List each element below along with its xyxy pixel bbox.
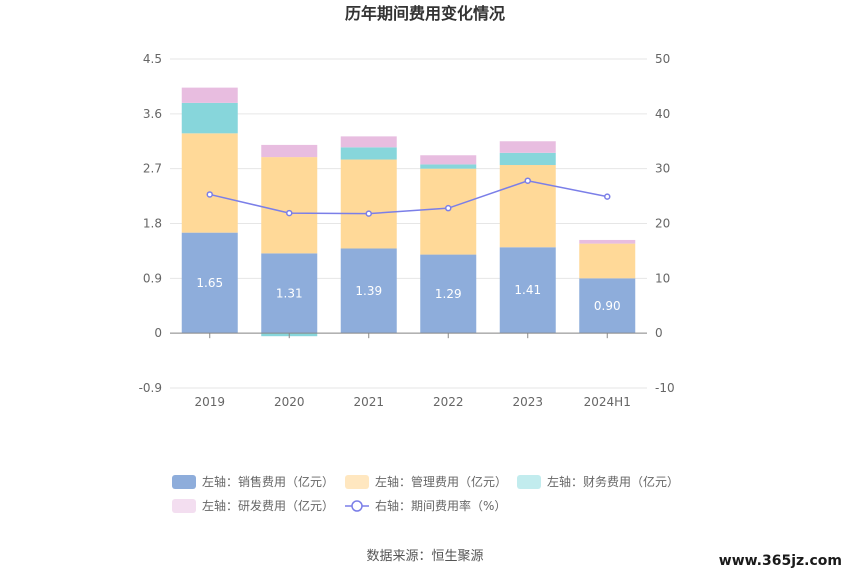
rate-point [365, 210, 372, 217]
right-axis-tick-label: -10 [655, 381, 675, 395]
x-tick-label: 2020 [274, 395, 305, 409]
right-axis-tick-label: 40 [655, 107, 670, 121]
legend-swatch [517, 475, 541, 489]
rate-point [206, 191, 213, 198]
bar-segment [499, 247, 556, 334]
bar-segment [579, 278, 636, 334]
grid-lines [170, 58, 647, 389]
x-tick-label: 2023 [512, 395, 543, 409]
bar-segment [261, 253, 318, 334]
bar-segment [181, 232, 238, 334]
bar-segment [340, 159, 397, 249]
legend-marker [351, 500, 363, 512]
legend-label: 左轴：研发费用（亿元） [202, 498, 334, 513]
bar-segment [420, 168, 477, 255]
legend-swatch [345, 475, 369, 489]
bar-segment [420, 164, 477, 169]
bars-layer: 1.65 1.31 1.39 1.29 1.41 0.90 [181, 87, 636, 337]
rate-point [604, 193, 611, 200]
bar-segment [261, 144, 318, 158]
bar-segment [340, 248, 397, 334]
bar-segment [181, 102, 238, 134]
legend-swatch [172, 499, 196, 513]
bar-data-label: 1.41 [514, 283, 541, 297]
bar-segment [579, 239, 636, 244]
x-tick-label: 2019 [194, 395, 225, 409]
right-axis-tick-label: 30 [655, 162, 670, 176]
legend-label: 左轴：财务费用（亿元） [547, 474, 679, 489]
rate-point [286, 209, 293, 217]
right-axis-tick-label: 50 [655, 52, 670, 66]
bar-data-label: 0.90 [594, 299, 621, 313]
bar-data-label: 1.29 [435, 287, 462, 301]
left-axis-tick-label: 2.7 [143, 162, 162, 176]
rate-point [524, 177, 531, 184]
bar-segment [181, 87, 238, 103]
rate-point [445, 204, 452, 212]
right-axis-tick-label: 20 [655, 217, 670, 231]
left-axis-tick-label: 0.9 [143, 271, 162, 285]
bar-segment [420, 155, 477, 165]
watermark: www.365jz.com [719, 553, 842, 569]
bar-segment [340, 147, 397, 160]
x-tick-label: 2024H1 [584, 395, 631, 409]
rate-line-layer [206, 177, 611, 217]
legend-swatch [172, 475, 196, 489]
bar-segment [499, 165, 556, 248]
bar-segment [499, 141, 556, 153]
bar-segment [579, 243, 636, 279]
bar-segment [340, 136, 397, 148]
bar-data-label: 1.39 [355, 284, 382, 298]
bar-segment [420, 254, 477, 334]
right-axis-tick-label: 10 [655, 271, 670, 285]
legend-label: 左轴：管理费用（亿元） [375, 474, 507, 489]
bar-data-label: 1.31 [276, 286, 303, 300]
legend: 左轴：销售费用（亿元） 左轴：管理费用（亿元） 左轴：财务费用（亿元） 左轴：研发费用… [172, 474, 679, 513]
bar-segment [181, 133, 238, 233]
legend-label: 右轴：期间费用率（%） [375, 498, 506, 513]
bar-segment [499, 152, 556, 166]
source-note: 数据来源：恒生聚源 [366, 549, 483, 564]
left-axis-tick-label: 4.5 [143, 52, 162, 66]
right-axis-tick-label: 0 [655, 326, 663, 340]
left-axis-tick-label: 1.8 [143, 217, 162, 231]
legend-label: 左轴：销售费用（亿元） [202, 474, 334, 489]
x-tick-label: 2022 [433, 395, 464, 409]
left-axis-tick-label: 3.6 [143, 107, 162, 121]
bar-segment [261, 157, 318, 254]
rate-line [209, 179, 608, 215]
x-tick-label: 2021 [353, 395, 384, 409]
bar-data-label: 1.65 [196, 276, 223, 290]
left-axis-tick-label: 0 [154, 326, 162, 340]
chart-title: 历年期间费用变化情况 [345, 4, 505, 23]
left-axis-tick-label: -0.9 [139, 381, 162, 395]
